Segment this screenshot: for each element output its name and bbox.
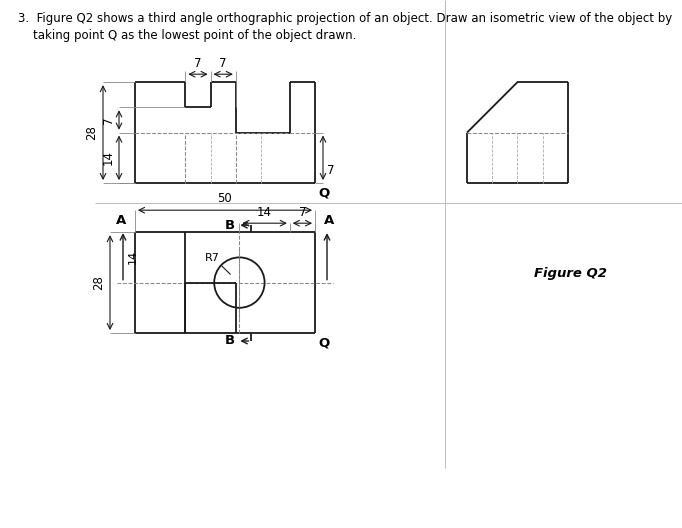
Text: 14: 14 (102, 150, 115, 165)
Text: 14: 14 (128, 250, 138, 265)
Text: B: B (224, 219, 235, 232)
Text: A: A (324, 214, 334, 227)
Text: 50: 50 (218, 192, 233, 205)
Text: 14: 14 (257, 206, 272, 219)
Text: Q: Q (318, 336, 329, 349)
Text: 7: 7 (327, 164, 334, 177)
Text: A: A (116, 214, 126, 227)
Text: 28: 28 (92, 275, 105, 290)
Text: B: B (224, 335, 235, 347)
Text: 7: 7 (194, 57, 202, 70)
Text: 7: 7 (102, 116, 115, 124)
Text: R7: R7 (205, 253, 219, 263)
Text: 7: 7 (220, 57, 227, 70)
Text: Figure Q2: Figure Q2 (533, 267, 606, 279)
Text: 28: 28 (85, 125, 98, 140)
Text: Q: Q (318, 186, 329, 199)
Text: 3.  Figure Q2 shows a third angle orthographic projection of an object. Draw an : 3. Figure Q2 shows a third angle orthogr… (18, 12, 672, 42)
Text: 7: 7 (299, 206, 306, 219)
